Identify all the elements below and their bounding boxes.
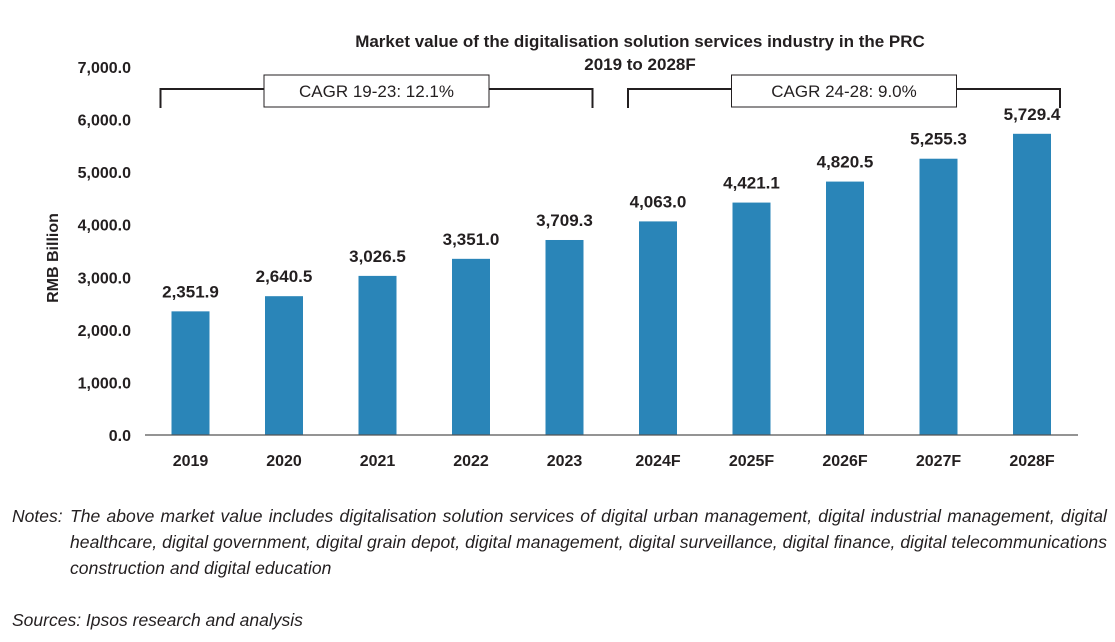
x-tick-label: 2021 [360,453,396,470]
bar-2025f [732,202,771,435]
y-tick-label: 2,000.0 [78,323,131,340]
data-label: 5,729.4 [1004,105,1061,124]
x-tick-label: 2025F [729,453,775,470]
chart-title: Market value of the digitalisation solut… [355,32,925,51]
data-label: 4,421.1 [723,174,780,193]
cagr-box [731,74,957,108]
y-tick-label: 0.0 [109,428,131,445]
data-label: 4,063.0 [630,192,687,211]
chart-sources: Sources: Ipsos research and analysis [12,610,303,630]
cagr-box [263,74,490,108]
y-tick-label: 1,000.0 [78,375,131,392]
data-label: 3,026.5 [349,247,406,266]
x-tick-label: 2023 [547,453,583,470]
bar-2028f [1013,133,1051,436]
notes-prefix: Notes: [12,506,63,526]
data-label: 4,820.5 [817,153,874,172]
cagr-label: CAGR 24-28: 9.0% [771,82,917,101]
data-label: 3,351.0 [443,230,500,249]
x-tick-label: 2020 [266,453,302,470]
data-label: 2,640.5 [256,267,313,286]
x-tick-label: 2028F [1009,453,1055,470]
y-tick-label: 6,000.0 [78,113,131,130]
x-tick-label: 2027F [916,453,962,470]
data-label: 5,255.3 [910,130,967,149]
bar-2023 [545,239,584,435]
x-tick-label: 2026F [822,453,868,470]
x-tick-label: 2022 [453,453,489,470]
x-tick-label: 2024F [635,453,681,470]
bar-2026f [826,181,864,435]
y-tick-label: 4,000.0 [78,218,131,235]
y-tick-label: 7,000.0 [78,60,131,77]
y-tick-label: 5,000.0 [78,165,131,182]
x-tick-label: 2019 [173,453,209,470]
notes-text: The above market value includes digitali… [70,506,1107,578]
data-label: 2,351.9 [162,282,219,301]
bar-2024f [639,221,677,435]
bar-2021 [358,275,397,435]
y-tick-label: 3,000.0 [78,270,131,287]
bar-2020 [265,296,303,435]
cagr-label: CAGR 19-23: 12.1% [299,82,454,101]
bar-2022 [452,258,490,435]
y-axis-label: RMB Billion [45,213,62,303]
chart-subtitle: 2019 to 2028F [584,55,696,74]
chart-notes: Notes: The above market value includes d… [12,503,1107,581]
bar-2027f [919,158,958,435]
data-label: 3,709.3 [536,211,593,230]
bar-chart: Market value of the digitalisation solut… [45,32,1078,470]
bar-2019 [171,311,210,435]
